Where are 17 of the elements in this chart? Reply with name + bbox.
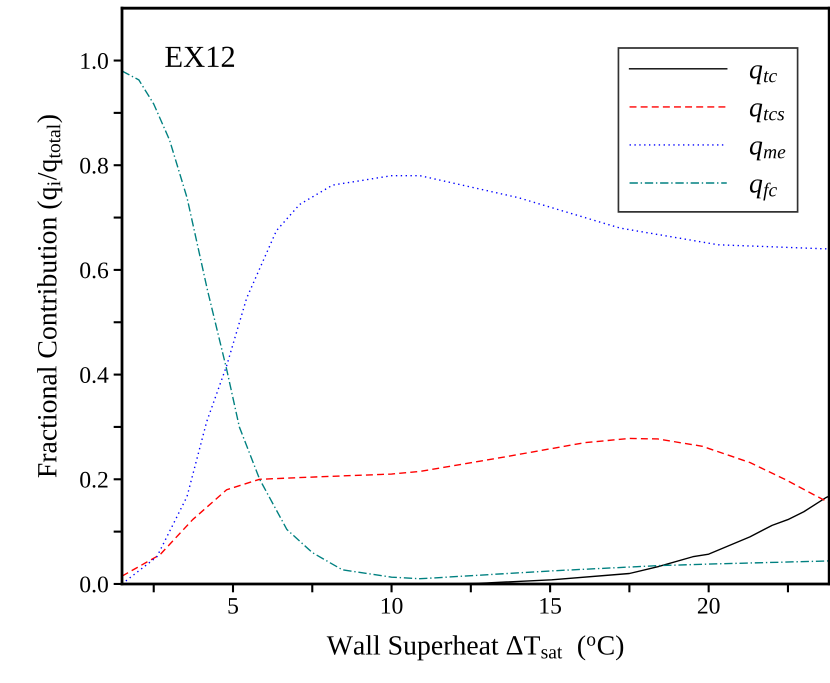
legend-label: q$_{me}$ [750,141,786,160]
x-tick-label: 5 [228,598,238,614]
y-tick-label: 0.2 [80,472,108,488]
y-tick-label: 0.4 [80,367,108,384]
y-tick-label: 0.0 [80,576,108,592]
legend-label: q$_{fc}$ [750,179,777,200]
y-axis-title: Fractional Contribution (q$_{i}$/q$_{total}$) [37,115,62,478]
x-tick-label: 20 [698,598,720,614]
legend-label: q$_{tc}$ [750,65,777,84]
y-tick-label: 0.8 [80,158,108,174]
y-tick-label: 1.0 [81,53,108,70]
x-axis-title: Wall Superheat ΔT$_{sat}$ ($^{o}$C) [326,635,624,660]
y-tick-label: 0.6 [80,262,108,278]
x-tick-label: 10 [382,598,402,614]
legend-label: q$_{tcs}$ [750,103,784,122]
annotation: EX12 [165,46,234,67]
x-tick-label: 15 [540,598,561,614]
